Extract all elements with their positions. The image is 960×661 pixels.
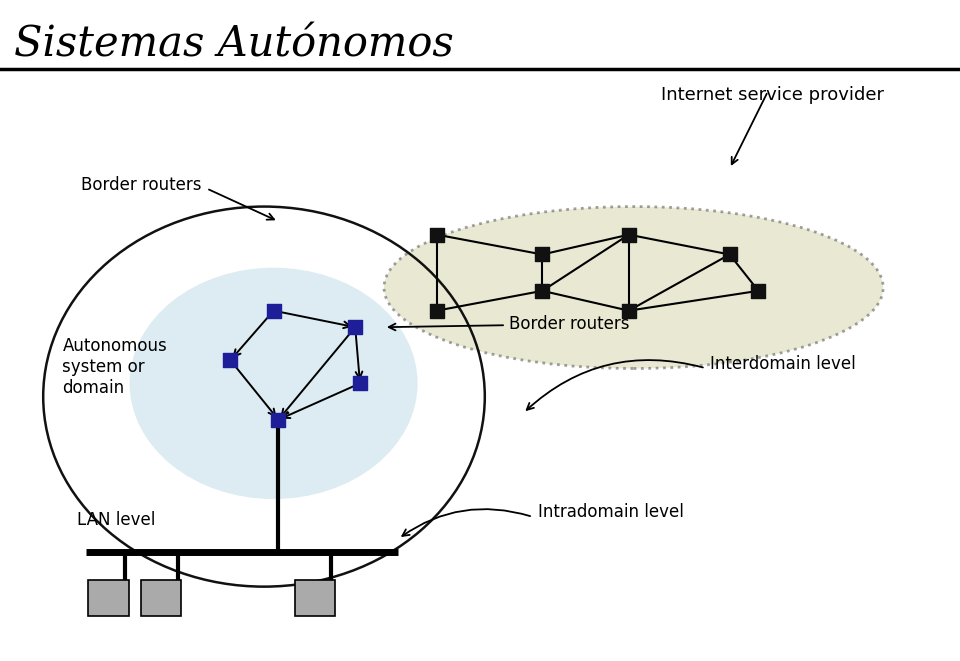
Point: [223, 355, 238, 366]
Text: Border routers: Border routers: [81, 176, 202, 194]
Bar: [141, 580, 181, 616]
Point: [751, 286, 766, 296]
Point: [429, 305, 444, 316]
Bar: [88, 580, 129, 616]
Point: [535, 286, 550, 296]
Text: Intradomain level: Intradomain level: [538, 503, 684, 522]
Text: Internet service provider: Internet service provider: [661, 86, 884, 104]
Text: Autonomous
system or
domain: Autonomous system or domain: [62, 337, 167, 397]
Ellipse shape: [130, 268, 418, 499]
Point: [352, 378, 368, 389]
Point: [348, 322, 363, 332]
Ellipse shape: [384, 206, 883, 369]
Point: [722, 249, 737, 260]
Text: Sistemas Autónomos: Sistemas Autónomos: [14, 23, 454, 65]
Point: [266, 305, 281, 316]
Point: [621, 305, 636, 316]
Text: Interdomain level: Interdomain level: [710, 354, 856, 373]
Point: [621, 229, 636, 240]
Point: [429, 229, 444, 240]
Bar: [295, 580, 335, 616]
Text: LAN level: LAN level: [77, 511, 156, 529]
Point: [271, 414, 286, 425]
Text: Border routers: Border routers: [509, 315, 630, 333]
Point: [535, 249, 550, 260]
